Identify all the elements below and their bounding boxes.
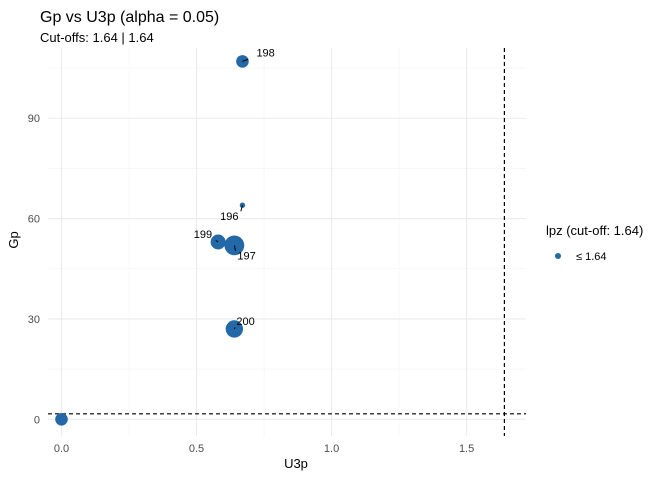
y-tick-label: 90 [28, 113, 40, 125]
x-axis-title: U3p [284, 456, 308, 471]
point-label: 199 [194, 229, 212, 241]
legend-key [555, 253, 561, 259]
y-tick-label: 0 [34, 414, 40, 426]
point-label: 200 [236, 316, 254, 328]
x-tick-label: 0.0 [54, 443, 69, 455]
label-leader [242, 58, 249, 62]
y-tick-label: 30 [28, 314, 40, 326]
legend-title: lpz (cut-off: 1.64) [546, 223, 643, 238]
x-tick-label: 1.5 [459, 443, 474, 455]
points [55, 55, 249, 426]
data-point [55, 412, 68, 426]
x-tick-label: 1.0 [324, 443, 339, 455]
label-leader [233, 245, 237, 252]
point-label: 196 [220, 211, 238, 223]
point-label: 198 [256, 47, 274, 59]
y-tick-label: 60 [28, 214, 40, 226]
label-leader [240, 205, 243, 212]
y-axis-title: Gp [6, 231, 21, 248]
label-leader [233, 327, 236, 330]
label-leader [215, 239, 219, 243]
grid [48, 48, 526, 436]
point-label: 197 [237, 250, 255, 262]
cutoff-lines [48, 48, 526, 436]
x-tick-label: 0.5 [189, 443, 204, 455]
point-labels: 198 196 199 197 200 [194, 47, 275, 330]
legend-label: ≤ 1.64 [576, 251, 607, 263]
legend: lpz (cut-off: 1.64) ≤ 1.64 [546, 223, 643, 263]
chart-subtitle: Cut-offs: 1.64 | 1.64 [40, 30, 154, 45]
tick-labels: 0.0 0.5 1.0 1.5 0 30 60 90 [28, 113, 474, 455]
chart-title: Gp vs U3p (alpha = 0.05) [40, 9, 219, 26]
